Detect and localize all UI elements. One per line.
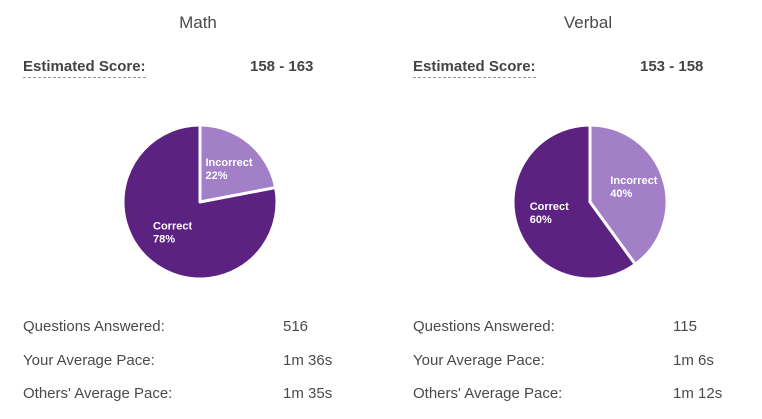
slice-name: Incorrect bbox=[206, 157, 253, 169]
stat-value: 1m 36s bbox=[283, 352, 333, 369]
verbal-pie-chart: Incorrect 40% Correct 60% bbox=[506, 118, 674, 286]
stat-value: 516 bbox=[283, 318, 309, 335]
stat-label: Your Average Pace: bbox=[23, 352, 155, 369]
stat-label: Questions Answered: bbox=[413, 318, 555, 335]
pie-slice-label: Incorrect 22% bbox=[206, 157, 253, 182]
slice-percent: 60% bbox=[530, 214, 552, 226]
math-title: Math bbox=[179, 13, 217, 32]
slice-percent: 40% bbox=[610, 188, 632, 200]
stat-value: 115 bbox=[673, 318, 697, 335]
slice-percent: 22% bbox=[206, 170, 228, 182]
math-pie-chart: Incorrect 22% Correct 78% bbox=[116, 118, 284, 286]
pie-slice-correct[interactable] bbox=[511, 123, 637, 281]
verbal-estimated-score-value: 153 - 158 bbox=[640, 58, 704, 75]
stat-value: 1m 35s bbox=[283, 385, 333, 402]
math-panel: Math Estimated Score: 158 - 163 Incorrec… bbox=[23, 0, 363, 419]
pie-slice-incorrect[interactable] bbox=[588, 123, 669, 266]
pie-slice-correct[interactable] bbox=[121, 123, 279, 281]
pie-slice-label: Correct 60% bbox=[530, 201, 569, 226]
verbal-title: Verbal bbox=[563, 13, 613, 32]
slice-percent: 78% bbox=[153, 234, 175, 246]
verbal-panel: Verbal Estimated Score: 153 - 158 Incorr… bbox=[413, 0, 753, 419]
stat-label: Your Average Pace: bbox=[413, 352, 545, 369]
slice-name: Correct bbox=[530, 201, 569, 213]
stat-label: Others' Average Pace: bbox=[413, 385, 563, 402]
stat-value: 1m 6s bbox=[673, 352, 714, 369]
stat-label: Others' Average Pace: bbox=[23, 385, 173, 402]
math-estimated-score-value: 158 - 163 bbox=[250, 58, 314, 75]
math-estimated-score-label[interactable]: Estimated Score: bbox=[23, 58, 146, 78]
pie-slice-label: Correct 78% bbox=[153, 221, 192, 246]
pie-slice-label: Incorrect 40% bbox=[610, 175, 657, 200]
stat-label: Questions Answered: bbox=[23, 318, 165, 335]
verbal-pie-svg: Incorrect 40% Correct 60% bbox=[511, 123, 669, 281]
pie-slice-incorrect[interactable] bbox=[198, 123, 278, 204]
math-pie-svg: Incorrect 22% Correct 78% bbox=[121, 123, 279, 281]
verbal-estimated-score-label[interactable]: Estimated Score: bbox=[413, 58, 536, 78]
slice-name: Incorrect bbox=[610, 175, 657, 187]
slice-name: Correct bbox=[153, 221, 192, 233]
stat-value: 1m 12s bbox=[673, 385, 723, 402]
